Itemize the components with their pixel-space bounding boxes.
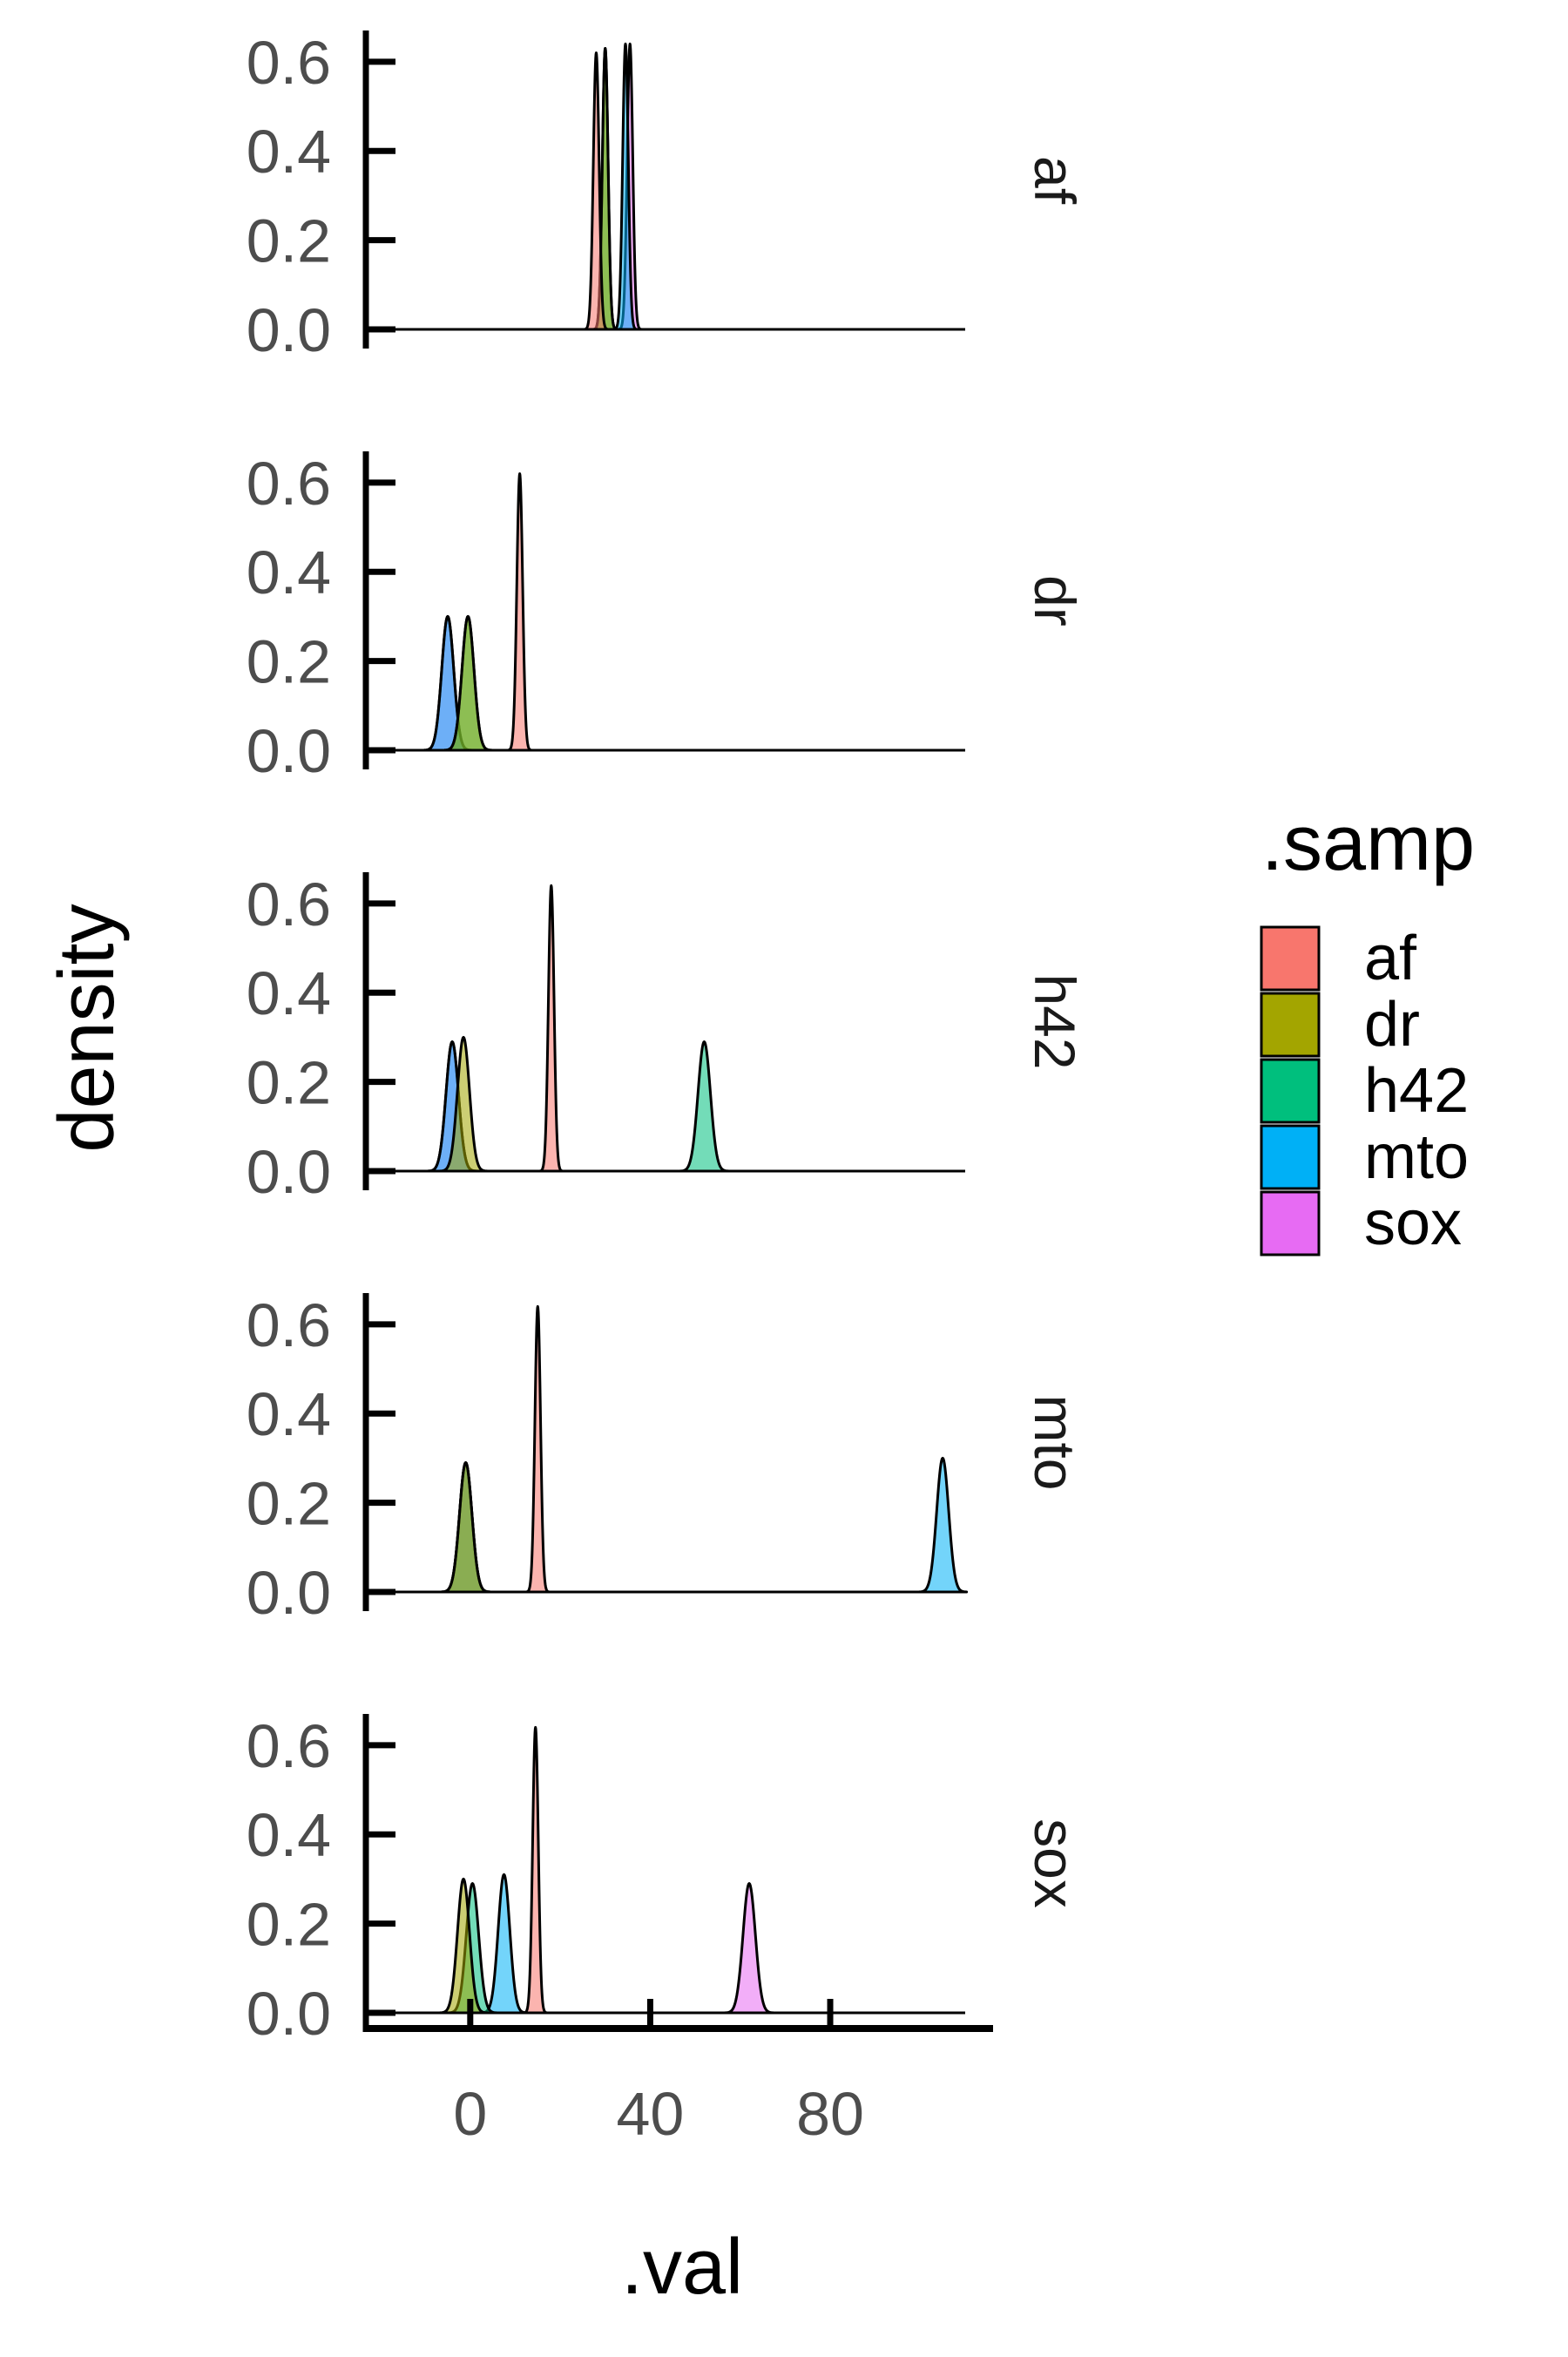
y-tick-label: 0.0 xyxy=(247,296,331,364)
facet-panels: 0.0 0.2 0.4 0.6 af 0.0 0.2 0.4 0.6 dr 0.0 0.2 0.4 0.6… xyxy=(247,29,1087,2048)
x-tick-label: 0 xyxy=(453,2080,487,2148)
y-tick-label: 0.2 xyxy=(247,1049,331,1117)
x-axis-title: .val xyxy=(621,2224,743,2311)
y-tick-label: 0.0 xyxy=(247,1138,331,1206)
y-tick-label: 0.4 xyxy=(247,118,331,186)
density-curve-h42-af xyxy=(538,884,564,1173)
legend-swatch-dr xyxy=(1260,992,1321,1058)
density-curve-mto-dr xyxy=(439,1461,492,1594)
y-tick-label: 0.4 xyxy=(247,538,331,606)
y-tick-label: 0.4 xyxy=(247,1801,331,1869)
density-curve-sox-mto xyxy=(479,1873,529,2015)
y-tick-label: 0.0 xyxy=(247,1559,331,1627)
density-curve-sox-dr xyxy=(438,1877,490,2015)
x-axis: 0 40 80 xyxy=(363,1999,993,2148)
legend-label-h42: h42 xyxy=(1364,1056,1469,1126)
y-axis-title: density xyxy=(44,904,131,1152)
legend-swatch-af xyxy=(1260,925,1321,992)
density-curve-mto-af xyxy=(524,1304,551,1594)
facet-strip-label: sox xyxy=(1023,1819,1087,1908)
legend-swatch-h42 xyxy=(1260,1058,1321,1124)
facet-strip-label: h42 xyxy=(1023,973,1087,1069)
density-curve-dr-dr xyxy=(443,614,494,752)
density-curve-h42-dr xyxy=(438,1035,490,1173)
y-tick-label: 0.2 xyxy=(247,628,331,696)
y-tick-label: 0.2 xyxy=(247,207,331,275)
density-curve-h42-h42 xyxy=(678,1040,731,1173)
density-curve-sox-af xyxy=(523,1725,549,2015)
facet-strip-label: af xyxy=(1023,156,1087,205)
legend-label-mto: mto xyxy=(1364,1122,1469,1192)
y-tick-label: 0.6 xyxy=(247,29,331,97)
y-tick-label: 0.2 xyxy=(247,1470,331,1538)
legend-swatch-sox xyxy=(1260,1190,1321,1256)
y-tick-label: 0.6 xyxy=(247,1291,331,1359)
density-curve-af-af xyxy=(583,51,610,331)
facet-strip-label: mto xyxy=(1023,1394,1087,1490)
facet-strip-label: dr xyxy=(1023,575,1087,627)
legend-swatch-mto xyxy=(1260,1124,1321,1190)
y-tick-label: 0.0 xyxy=(247,717,331,785)
legend-label-sox: sox xyxy=(1364,1189,1462,1258)
facet-panel-sox: 0.0 0.2 0.4 0.6 sox xyxy=(247,1712,1087,2048)
y-tick-label: 0.6 xyxy=(247,1712,331,1780)
density-curve-af-mto xyxy=(612,42,639,331)
y-tick-label: 0.4 xyxy=(247,1380,331,1448)
x-tick-label: 40 xyxy=(616,2080,684,2148)
density-curve-sox-sox xyxy=(723,1882,775,2015)
density-curve-mto-mto xyxy=(917,1456,969,1594)
facet-panel-mto: 0.0 0.2 0.4 0.6 mto xyxy=(247,1291,1087,1627)
facet-panel-af: 0.0 0.2 0.4 0.6 af xyxy=(247,29,1087,364)
y-tick-label: 0.0 xyxy=(247,1980,331,2048)
y-tick-label: 0.4 xyxy=(247,959,331,1027)
facet-panel-dr: 0.0 0.2 0.4 0.6 dr xyxy=(247,450,1087,785)
y-tick-label: 0.6 xyxy=(247,870,331,938)
y-tick-label: 0.2 xyxy=(247,1891,331,1959)
y-tick-label: 0.6 xyxy=(247,450,331,518)
density-curve-dr-af xyxy=(506,472,533,752)
legend-label-dr: dr xyxy=(1364,990,1420,1060)
legend-label-af: af xyxy=(1364,924,1417,993)
facet-panel-h42: 0.0 0.2 0.4 0.6 h42 xyxy=(247,870,1087,1206)
legend-title: .samp xyxy=(1261,800,1475,887)
x-tick-label: 80 xyxy=(796,2080,864,2148)
